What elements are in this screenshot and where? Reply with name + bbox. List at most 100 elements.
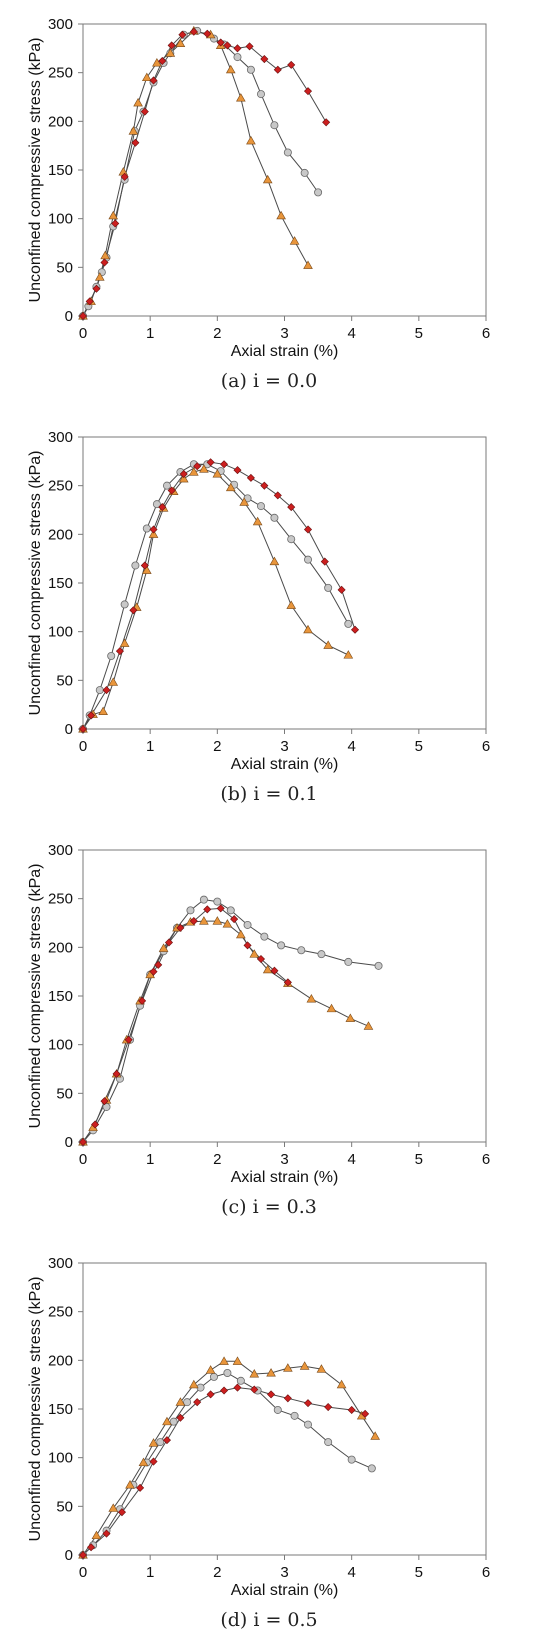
data-point-triangle [249, 949, 260, 958]
y-tick-label: 150 [48, 988, 73, 1005]
data-point-diamond [78, 724, 88, 734]
data-point-circle [273, 1405, 282, 1414]
x-tick-label: 6 [482, 738, 490, 755]
series-line-triangle [82, 30, 309, 317]
data-point-triangle [125, 1480, 135, 1489]
series-line-triangle [82, 468, 349, 730]
y-tick-label: 200 [48, 526, 73, 543]
data-point-diamond [87, 1543, 96, 1552]
series-line-circle [82, 1372, 373, 1556]
x-tick-label: 0 [79, 1151, 87, 1168]
data-point-triangle [212, 916, 223, 925]
data-point-diamond [223, 41, 232, 50]
data-point-diamond [260, 55, 269, 64]
data-point-diamond [245, 42, 254, 51]
data-point-diamond [149, 967, 158, 976]
x-tick-label: 4 [347, 1564, 355, 1581]
data-point-diamond [85, 297, 94, 306]
data-point-diamond [129, 606, 138, 615]
data-point-circle [223, 1368, 232, 1377]
data-point-triangle [283, 1363, 293, 1372]
x-tick-label: 4 [347, 1151, 355, 1168]
data-point-diamond [136, 1483, 145, 1492]
series-line-circle [82, 30, 319, 317]
data-point-triangle [316, 1364, 327, 1373]
data-point-diamond [92, 284, 101, 293]
y-tick-label: 250 [48, 891, 73, 908]
data-point-circle [344, 957, 353, 966]
data-point-triangle [199, 916, 209, 925]
data-point-triangle [128, 126, 139, 135]
data-point-diamond [115, 647, 124, 656]
data-point-diamond [102, 1529, 111, 1538]
y-tick-label: 50 [56, 1085, 73, 1102]
x-tick-label: 1 [146, 1151, 154, 1168]
data-point-circle [270, 121, 279, 130]
data-point-triangle [323, 640, 333, 649]
data-point-diamond [87, 711, 96, 720]
data-point-diamond [78, 1137, 88, 1147]
x-axis-label: Axial strain (%) [231, 1582, 339, 1599]
data-point-diamond [102, 686, 111, 695]
data-point-diamond [178, 30, 187, 39]
data-point-diamond [140, 107, 149, 116]
data-point-triangle [236, 929, 246, 939]
data-point-diamond [220, 460, 229, 469]
data-point-triangle [148, 1438, 159, 1447]
data-point-diamond [303, 87, 313, 96]
y-axis-label: Unconfined compressive stress (kPa) [27, 1277, 44, 1542]
data-point-circle [120, 600, 129, 609]
data-point-circle [183, 1398, 192, 1407]
x-tick-label: 6 [482, 1564, 490, 1581]
data-point-diamond [260, 481, 269, 490]
data-point-triangle [141, 72, 152, 82]
y-tick-label: 100 [48, 1450, 73, 1467]
data-point-diamond [111, 219, 120, 228]
x-tick-label: 5 [415, 325, 423, 342]
x-axis-label: Axial strain (%) [231, 1169, 339, 1186]
data-point-circle [236, 1376, 245, 1385]
data-point-diamond [206, 1390, 215, 1399]
y-tick-label: 100 [48, 624, 73, 641]
data-point-triangle [326, 1003, 337, 1013]
data-point-diamond [78, 1550, 88, 1560]
data-point-triangle [162, 1416, 172, 1426]
data-point-circle [260, 932, 269, 941]
y-tick-label: 200 [48, 939, 73, 956]
x-tick-label: 3 [280, 1564, 288, 1581]
y-tick-label: 50 [56, 259, 73, 276]
chart-svg-d: 0 50 100 150 200 250 300 0 1 2 3 4 5 6 Axial strain (%… [27, 1255, 490, 1599]
data-point-triangle [246, 135, 256, 145]
chart-panel-c: 0 50 100 150 200 250 300 0 1 2 3 4 5 6 Axial strain (%… [0, 826, 538, 1239]
data-point-diamond [117, 1508, 126, 1517]
x-tick-label: 3 [280, 738, 288, 755]
y-tick-label: 0 [65, 1547, 73, 1564]
caption-c: (c) i = 0.3 [221, 1196, 317, 1218]
data-point-triangle [141, 565, 152, 574]
data-point-diamond [164, 938, 173, 947]
y-tick-label: 150 [48, 1401, 73, 1418]
data-point-triangle [303, 624, 313, 634]
data-point-triangle [345, 1013, 356, 1022]
data-point-circle [374, 961, 383, 970]
data-point-diamond [270, 966, 279, 975]
data-point-triangle [370, 1431, 380, 1440]
data-point-triangle [252, 516, 263, 526]
data-point-diamond [189, 917, 198, 926]
data-point-triangle [286, 600, 297, 609]
data-point-diamond [283, 978, 292, 987]
data-point-circle [290, 1411, 299, 1420]
data-point-circle [317, 950, 326, 959]
data-point-triangle [306, 994, 317, 1003]
data-point-circle [314, 188, 323, 197]
series-line-circle [82, 899, 379, 1143]
y-tick-label: 200 [48, 1352, 73, 1369]
data-point-circle [162, 481, 171, 490]
y-tick-label: 250 [48, 65, 73, 82]
x-tick-label: 5 [415, 1151, 423, 1168]
x-tick-label: 4 [347, 325, 355, 342]
data-point-diamond [112, 1069, 121, 1078]
caption-a: (a) i = 0.0 [220, 370, 318, 392]
chart-svg-c: 0 50 100 150 200 250 300 0 1 2 3 4 5 6 Axial strain (%… [27, 842, 490, 1186]
y-tick-label: 100 [48, 1037, 73, 1054]
